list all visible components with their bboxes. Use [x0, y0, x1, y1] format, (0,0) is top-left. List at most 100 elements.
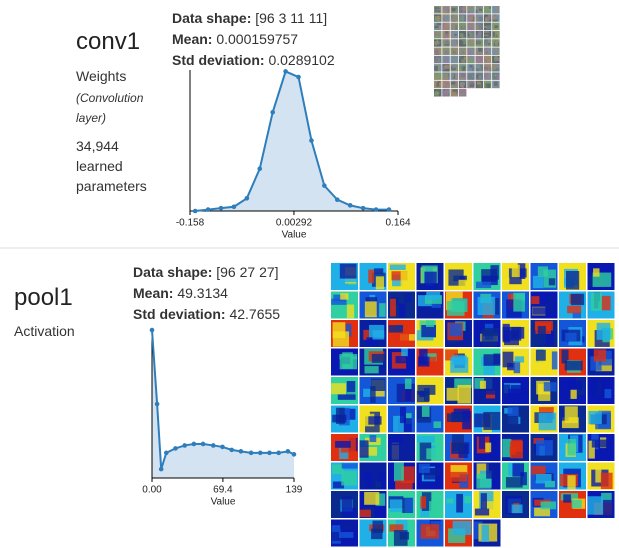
point — [173, 446, 178, 451]
thumbnail-detail — [493, 48, 497, 50]
point — [220, 445, 225, 450]
thumbnail-detail — [591, 293, 602, 311]
stat-label: Data shape: — [172, 10, 251, 26]
thumbnail-detail — [546, 297, 553, 312]
thumbnail-detail — [435, 50, 438, 53]
thumbnail-detail — [365, 366, 379, 373]
thumbnail-detail — [476, 17, 478, 21]
thumbnail-detail — [480, 381, 486, 389]
thumbnail-detail — [496, 58, 499, 61]
thumbnail-detail — [417, 436, 435, 443]
thumbnail-detail — [370, 435, 377, 442]
thumbnail-detail — [375, 481, 381, 487]
point — [322, 183, 327, 188]
thumbnail-detail — [434, 57, 438, 61]
thumbnail-detail — [452, 355, 466, 365]
thumbnail-detail — [418, 357, 429, 367]
point — [193, 209, 198, 214]
thumbnail-detail — [496, 33, 499, 36]
layer-name: pool1 — [14, 284, 73, 312]
thumbnail-detail — [447, 388, 459, 401]
stat: Std deviation: 0.0289102 — [172, 50, 335, 70]
thumbnail-detail — [395, 480, 413, 489]
point — [270, 110, 275, 115]
thumbnail-detail — [390, 499, 403, 512]
thumbnail-detail — [601, 473, 613, 489]
thumbnail-detail — [513, 293, 525, 312]
thumbnail-detail — [364, 492, 379, 505]
thumbnail-detail — [442, 78, 445, 80]
thumbnail-detail — [400, 407, 406, 423]
thumbnail-detail — [544, 382, 557, 391]
thumbnail-detail — [443, 74, 448, 79]
point — [211, 443, 216, 448]
thumbnail-detail — [469, 25, 474, 27]
thumbnail-detail — [445, 8, 448, 13]
point — [335, 197, 340, 202]
thumbnail-detail — [479, 436, 485, 449]
thumbnail-detail — [459, 280, 472, 289]
point — [239, 449, 244, 454]
thumbnail-detail — [449, 323, 462, 336]
x-axis-label: Value — [282, 230, 307, 241]
thumbnail-detail — [435, 26, 439, 28]
thumbnail-detail — [469, 33, 472, 37]
point — [387, 207, 392, 212]
thumbnail-detail — [536, 474, 552, 483]
thumbnail-detail — [478, 58, 481, 60]
thumbnail-detail — [453, 26, 455, 30]
thumbnail-detail — [463, 24, 465, 28]
thumbnail-detail — [493, 65, 496, 70]
thumbnail-detail — [371, 529, 382, 539]
thumbnail-detail — [503, 324, 510, 342]
thumbnail-detail — [588, 411, 601, 424]
thumbnail-detail — [390, 265, 406, 270]
thumbnail-detail — [476, 64, 479, 68]
thumbnail-detail — [424, 272, 436, 290]
thumbnail-detail — [479, 17, 483, 21]
thumbnail-detail — [401, 349, 408, 357]
thumbnail-detail — [456, 494, 463, 513]
thumbnail-detail — [493, 15, 497, 19]
thumbnail-detail — [485, 58, 487, 63]
thumbnail-detail — [372, 354, 385, 363]
point — [296, 75, 301, 80]
thumbnail-detail — [446, 17, 448, 21]
thumbnail-detail — [444, 33, 448, 38]
thumbnail-detail — [342, 496, 353, 508]
x-tick-label: 0.164 — [385, 218, 410, 229]
thumbnail-detail — [541, 501, 556, 509]
x-tick-label: 0.00 — [142, 485, 162, 496]
thumbnail-detail — [437, 40, 439, 44]
thumbnail-detail — [495, 41, 498, 45]
stat-label: Std deviation: — [133, 306, 226, 322]
thumbnail-detail — [539, 413, 557, 431]
thumbnail-detail — [490, 67, 492, 71]
thumbnail-detail — [478, 297, 496, 315]
layer-name: conv1 — [76, 28, 140, 56]
thumbnail-detail — [593, 268, 599, 276]
thumbnail-detail — [506, 477, 523, 487]
point — [258, 451, 263, 456]
thumbnail-detail — [436, 82, 439, 86]
thumbnail-detail — [494, 25, 498, 28]
x-tick-label: -0.158 — [176, 218, 205, 229]
thumbnail-detail — [454, 65, 458, 68]
thumbnail-detail — [389, 444, 401, 460]
thumbnail-detail — [360, 510, 371, 517]
thumbnail-detail — [538, 326, 546, 344]
thumbnail-detail — [446, 90, 449, 92]
thumbnail-detail — [434, 66, 438, 71]
thumbnail-detail — [494, 60, 496, 62]
thumbnail-detail — [476, 282, 491, 288]
thumbnail-detail — [484, 354, 501, 366]
layer-kind: Weights — [76, 66, 126, 86]
stat: Data shape: [96 27 27] — [133, 262, 279, 282]
thumbnail-detail — [602, 500, 612, 518]
thumbnail-detail — [405, 498, 413, 513]
thumbnail-detail — [572, 500, 582, 509]
thumbnail-detail — [456, 94, 458, 96]
thumbnail-detail — [594, 349, 606, 361]
thumbnail-detail — [445, 23, 449, 28]
thumbnail-detail — [444, 82, 449, 86]
